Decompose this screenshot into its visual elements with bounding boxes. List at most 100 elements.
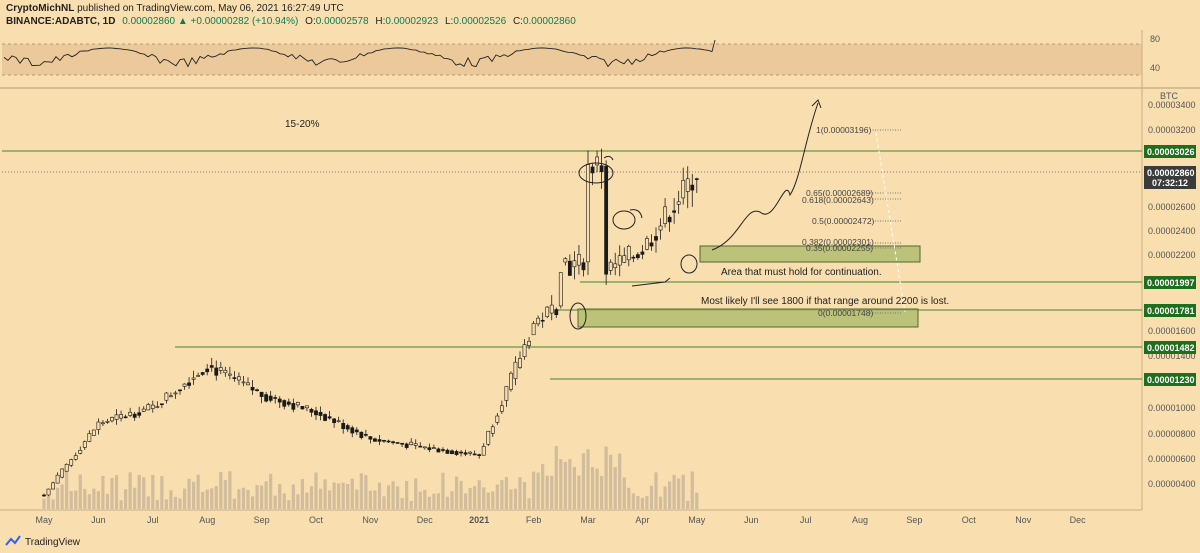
- volume-bar: [441, 472, 445, 509]
- volume-bar: [164, 499, 168, 509]
- hold-zone: [699, 245, 921, 263]
- volume-bar: [405, 480, 409, 509]
- candle-body: [286, 401, 291, 405]
- time-tick: 2021: [469, 515, 489, 525]
- volume-bar: [282, 493, 286, 509]
- tag-1781-bg: [1144, 304, 1196, 317]
- candle-body: [350, 427, 355, 434]
- volume-bar: [409, 500, 413, 509]
- price-tags: 0.00003026 0.00002860 07:32:12 0.0000199…: [1144, 145, 1196, 386]
- volume-bar: [640, 497, 644, 509]
- candle-body: [604, 165, 609, 275]
- level-lines: [2, 150, 1142, 380]
- volume-bar: [182, 488, 187, 509]
- volume-bar: [205, 489, 209, 509]
- volume-bar: [69, 491, 73, 509]
- candle-body: [690, 184, 695, 191]
- fib-label-0: 0(0.00001748): [818, 308, 873, 318]
- time-tick: Jul: [800, 515, 812, 525]
- candle-body: [518, 358, 522, 368]
- candle-body: [477, 454, 482, 457]
- price-tick-1400: 0.00001400: [1148, 351, 1196, 361]
- candle-body: [577, 254, 581, 266]
- candle-body: [268, 395, 273, 401]
- candle-body: [490, 426, 495, 434]
- volume-bar: [491, 491, 495, 509]
- volume-bar: [346, 483, 350, 509]
- price-tick-2400: 0.00002400: [1148, 226, 1196, 236]
- candle-body: [654, 236, 658, 241]
- candle-body: [173, 392, 178, 395]
- volume-bar: [486, 492, 490, 509]
- price-tick-2200: 0.00002200: [1148, 250, 1196, 260]
- candle-body: [599, 165, 604, 172]
- price-axis-currency: BTC: [1160, 91, 1179, 101]
- candle-body: [681, 180, 686, 199]
- candle-body: [536, 317, 541, 325]
- volume-bars: [42, 446, 699, 509]
- candle-body: [200, 372, 205, 375]
- volume-bar: [201, 491, 205, 509]
- candle-body: [445, 449, 450, 454]
- volume-bar: [518, 477, 522, 509]
- volume-bar: [264, 481, 268, 509]
- volume-bar: [504, 477, 508, 509]
- volume-bar: [300, 479, 304, 509]
- time-tick: Dec: [417, 515, 434, 525]
- bottom-ellipse: [569, 302, 587, 330]
- candle-body: [223, 370, 228, 374]
- volume-bar: [554, 446, 558, 509]
- volume-bar: [96, 491, 100, 509]
- top-ellipse: [578, 162, 614, 184]
- tag-1482-bg: [1144, 341, 1196, 354]
- volume-bar: [568, 459, 572, 509]
- time-tick: Oct: [962, 515, 977, 525]
- candle-body: [218, 367, 223, 371]
- candle-body: [332, 418, 337, 424]
- volume-bar: [137, 474, 141, 509]
- volume-bar: [563, 461, 567, 509]
- time-tick: Aug: [199, 515, 215, 525]
- candle-body: [305, 405, 309, 409]
- volume-bar: [368, 490, 372, 509]
- apr-ellipse: [680, 254, 698, 274]
- candle-body: [545, 306, 550, 317]
- volume-bar: [146, 496, 150, 509]
- candle-body: [336, 420, 341, 423]
- candle-body: [436, 448, 441, 453]
- volume-bar: [119, 500, 123, 509]
- candle-body: [626, 246, 631, 261]
- mid-ellipse: [612, 210, 636, 230]
- volume-bar: [590, 467, 595, 509]
- volume-bar: [581, 453, 586, 509]
- hold-annotation: Area that must hold for continuation.: [721, 267, 882, 278]
- volume-bar: [87, 494, 91, 509]
- volume-bar: [192, 481, 196, 509]
- volume-bar: [296, 494, 300, 509]
- candle-body: [341, 423, 346, 429]
- volume-bar: [155, 499, 159, 509]
- high-value: 0.00002923: [385, 16, 438, 27]
- volume-bar: [246, 489, 250, 509]
- volume-bar: [92, 488, 96, 509]
- volume-bar: [527, 498, 531, 509]
- candle-body: [522, 344, 527, 357]
- pct-annotation: 15-20%: [285, 119, 320, 130]
- time-tick: Sep: [906, 515, 922, 525]
- candle-body: [227, 373, 232, 376]
- candle-body: [694, 178, 699, 180]
- tag-3026-bg: [1144, 145, 1196, 158]
- open-value: 0.00002578: [316, 16, 369, 27]
- volume-bar: [627, 487, 631, 509]
- volume-bar: [223, 479, 227, 509]
- candle-body: [672, 210, 677, 213]
- candle-body: [567, 260, 572, 276]
- volume-bar: [255, 485, 259, 509]
- candle-body: [391, 441, 395, 444]
- projection-path: [711, 102, 819, 251]
- projection-arrowhead: [811, 99, 822, 109]
- candle-body: [413, 443, 418, 446]
- time-tick: Mar: [580, 515, 596, 525]
- volume-bar: [600, 475, 604, 509]
- candle-body: [486, 430, 491, 445]
